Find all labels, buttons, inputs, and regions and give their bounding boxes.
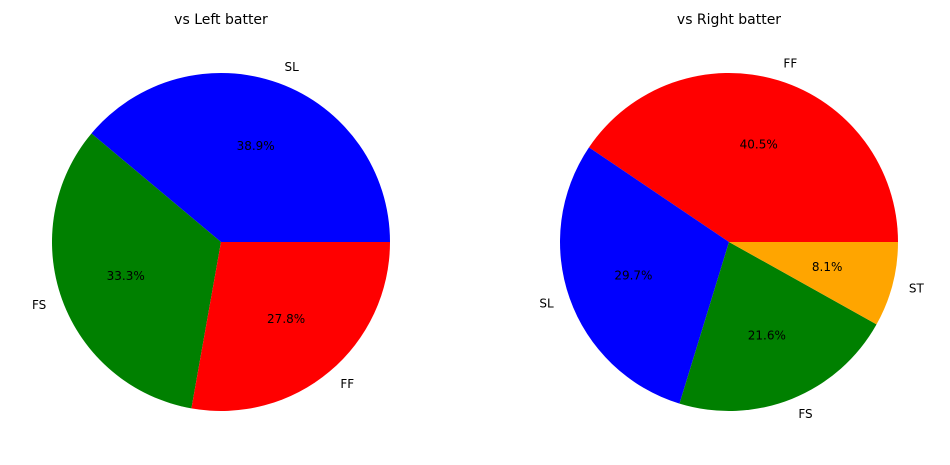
slice-label: ST [909,281,925,295]
slice-label: FS [32,298,46,312]
slice-value-label: 8.1% [812,260,843,274]
pie-slice [729,242,898,325]
slice-value-label: 40.5% [740,138,778,152]
chart-title: vs Left batter [174,12,268,28]
pie-slice [588,72,898,243]
slice-value-label: 33.3% [107,269,145,283]
pie-slice [191,242,390,411]
slice-value-label: 27.8% [267,312,305,326]
chart-title: vs Right batter [677,12,781,28]
slice-value-label: 38.9% [237,139,275,153]
slice-value-label: 29.7% [614,268,652,282]
slice-label: FS [798,407,812,421]
slice-value-label: 21.6% [748,329,786,343]
slice-label: FF [783,57,797,71]
pie-slice [560,147,729,404]
pie-slice [679,242,877,411]
slice-label: SL [539,296,554,310]
pie-slice [91,73,391,242]
slice-label: SL [285,60,300,74]
slice-label: FF [340,377,354,391]
pie-slice [51,133,221,409]
